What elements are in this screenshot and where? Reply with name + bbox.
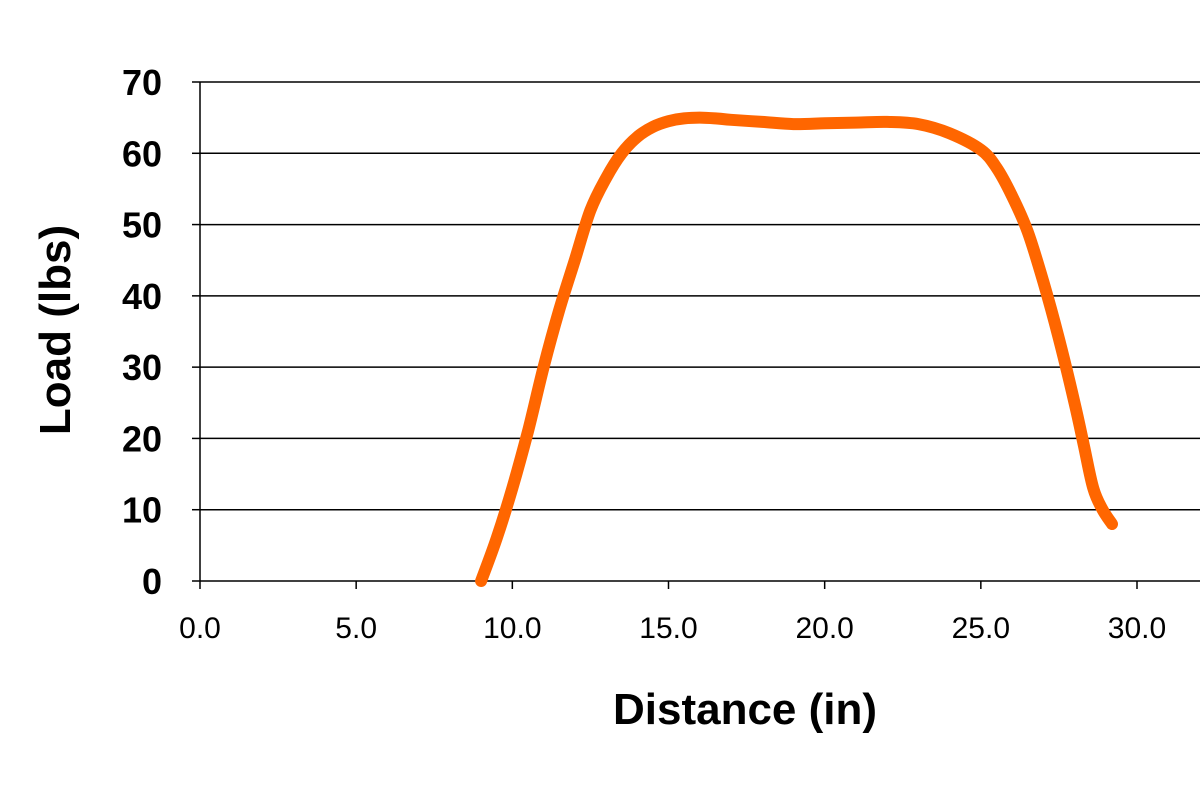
x-tick-label: 0.0	[179, 612, 221, 645]
series-layer	[475, 111, 1118, 587]
x-tick-label: 10.0	[483, 612, 541, 645]
axis-layer	[192, 81, 1200, 589]
y-tick-label: 60	[122, 133, 162, 174]
x-axis-title: Distance (in)	[613, 685, 877, 734]
y-axis-title: Load (lbs)	[31, 225, 80, 435]
y-tick-label: 30	[122, 347, 162, 388]
x-tick-label: 5.0	[335, 612, 377, 645]
series-line-0	[475, 111, 1118, 587]
label-layer: 0 10 20 30 40 50 60 70 0.0 5.0 10.0 15.0 20.0 25.0 30.…	[122, 62, 1166, 645]
x-tick-label: 25.0	[952, 612, 1010, 645]
y-tick-label: 70	[122, 62, 162, 103]
y-tick-label: 10	[122, 490, 162, 531]
y-tick-label: 50	[122, 205, 162, 246]
y-tick-label: 0	[142, 561, 162, 602]
x-tick-label: 20.0	[795, 612, 853, 645]
y-tick-label: 40	[122, 276, 162, 317]
grid-layer	[200, 81, 1200, 511]
x-tick-label: 15.0	[639, 612, 697, 645]
x-tick-label: 30.0	[1108, 612, 1166, 645]
y-tick-label: 20	[122, 418, 162, 459]
